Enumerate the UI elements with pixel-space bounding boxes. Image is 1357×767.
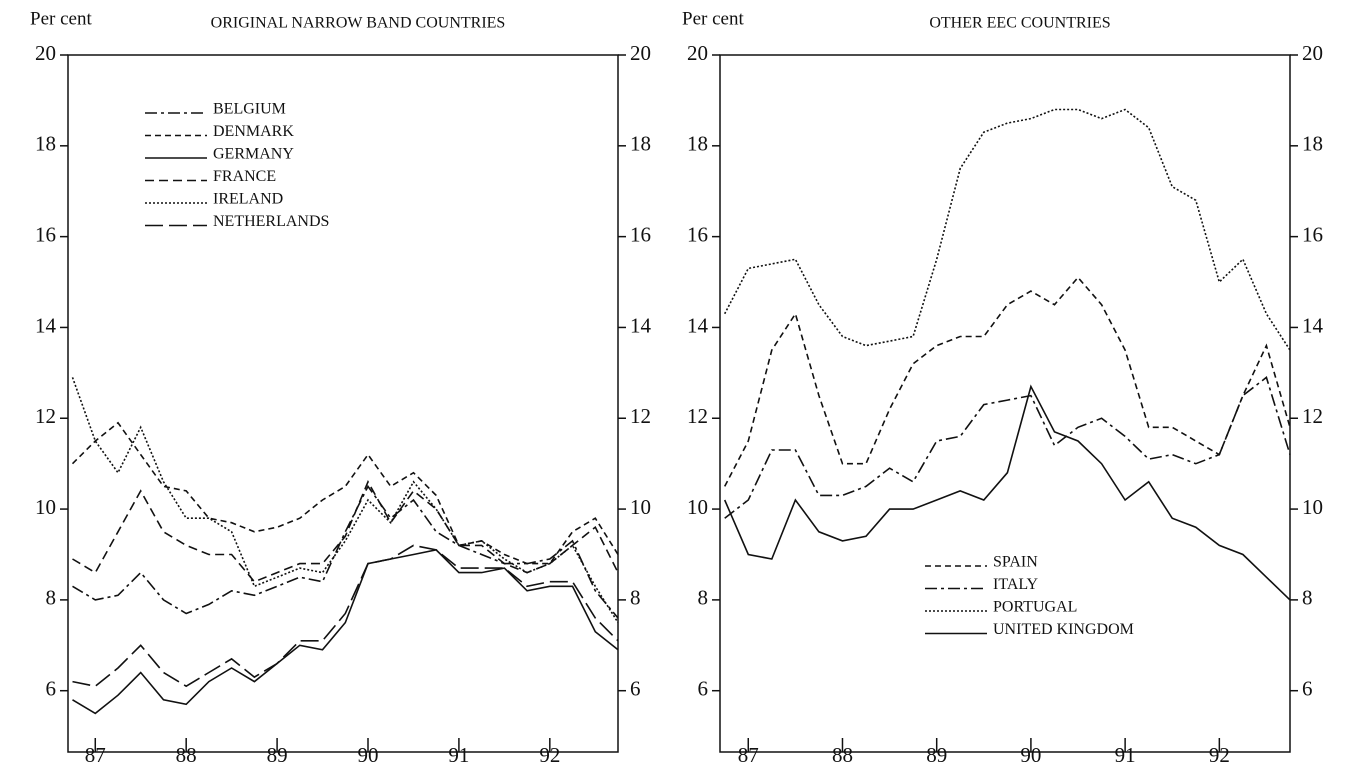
y-tick-label-right: 18 <box>1302 132 1323 156</box>
series-line <box>72 544 619 688</box>
x-tick-label: 91 <box>448 743 469 767</box>
y-tick-label: 6 <box>46 677 57 701</box>
y-axis-label: Per cent <box>682 8 744 29</box>
x-tick-label: 90 <box>358 743 379 767</box>
legend-label: GERMANY <box>213 146 294 163</box>
x-tick-label: 92 <box>1209 743 1230 767</box>
legend-label: IRELAND <box>213 191 283 208</box>
y-tick-label: 14 <box>35 313 57 337</box>
y-tick-label: 12 <box>35 404 56 428</box>
y-tick-label-right: 16 <box>630 222 651 246</box>
series-line <box>72 549 619 715</box>
x-tick-label: 87 <box>738 743 759 767</box>
y-tick-label-right: 10 <box>630 495 651 519</box>
x-tick-label: 91 <box>1115 743 1136 767</box>
series-line <box>723 276 1291 487</box>
x-tick-label: 88 <box>832 743 853 767</box>
series-line <box>724 376 1291 519</box>
y-tick-label-right: 18 <box>630 132 651 156</box>
plot-frame <box>67 54 619 753</box>
y-tick-label: 10 <box>35 495 56 519</box>
y-tick-label: 16 <box>35 222 56 246</box>
plot-frame <box>719 54 1291 753</box>
legend-label: ITALY <box>993 576 1039 593</box>
legend-label: DENMARK <box>213 123 294 140</box>
legend-label: FRANCE <box>213 168 276 185</box>
chart-title: OTHER EEC COUNTRIES <box>929 15 1110 32</box>
y-tick-label: 20 <box>35 41 56 65</box>
y-tick-label: 8 <box>698 586 709 610</box>
y-tick-label-right: 6 <box>630 677 641 701</box>
legend-label: PORTUGAL <box>993 599 1077 616</box>
series-line <box>723 384 1291 601</box>
y-tick-label: 18 <box>35 132 56 156</box>
y-tick-label: 14 <box>687 313 709 337</box>
legend-label: SPAIN <box>993 554 1038 571</box>
y-tick-label-right: 20 <box>630 41 651 65</box>
y-tick-label-right: 6 <box>1302 677 1313 701</box>
x-tick-label: 89 <box>267 743 288 767</box>
series-line <box>723 108 1291 351</box>
series-line <box>72 479 619 583</box>
y-tick-label-right: 20 <box>1302 41 1323 65</box>
series-line <box>71 377 619 624</box>
y-tick-label: 12 <box>687 404 708 428</box>
y-tick-label: 6 <box>698 677 709 701</box>
y-tick-label-right: 12 <box>1302 404 1323 428</box>
x-tick-label: 88 <box>176 743 197 767</box>
legend-label: UNITED KINGDOM <box>993 621 1134 638</box>
y-tick-label: 16 <box>687 222 708 246</box>
y-axis-label: Per cent <box>30 8 92 29</box>
y-tick-label: 18 <box>687 132 708 156</box>
legend-label: BELGIUM <box>213 101 286 118</box>
y-tick-label-right: 10 <box>1302 495 1323 519</box>
y-tick-label-right: 14 <box>1302 313 1324 337</box>
series-line <box>71 421 619 565</box>
y-tick-label-right: 8 <box>630 586 641 610</box>
y-tick-label-right: 8 <box>1302 586 1313 610</box>
y-tick-label: 20 <box>687 41 708 65</box>
x-tick-label: 89 <box>926 743 947 767</box>
x-tick-label: 90 <box>1020 743 1041 767</box>
series-line <box>72 484 619 619</box>
y-tick-label-right: 14 <box>630 313 652 337</box>
y-tick-label: 8 <box>46 586 57 610</box>
x-tick-label: 92 <box>539 743 560 767</box>
legend-label: NETHERLANDS <box>213 213 329 230</box>
x-tick-label: 87 <box>85 743 106 767</box>
y-tick-label: 10 <box>687 495 708 519</box>
y-tick-label-right: 12 <box>630 404 651 428</box>
chart-title: ORIGINAL NARROW BAND COUNTRIES <box>211 15 506 32</box>
y-tick-label-right: 16 <box>1302 222 1323 246</box>
